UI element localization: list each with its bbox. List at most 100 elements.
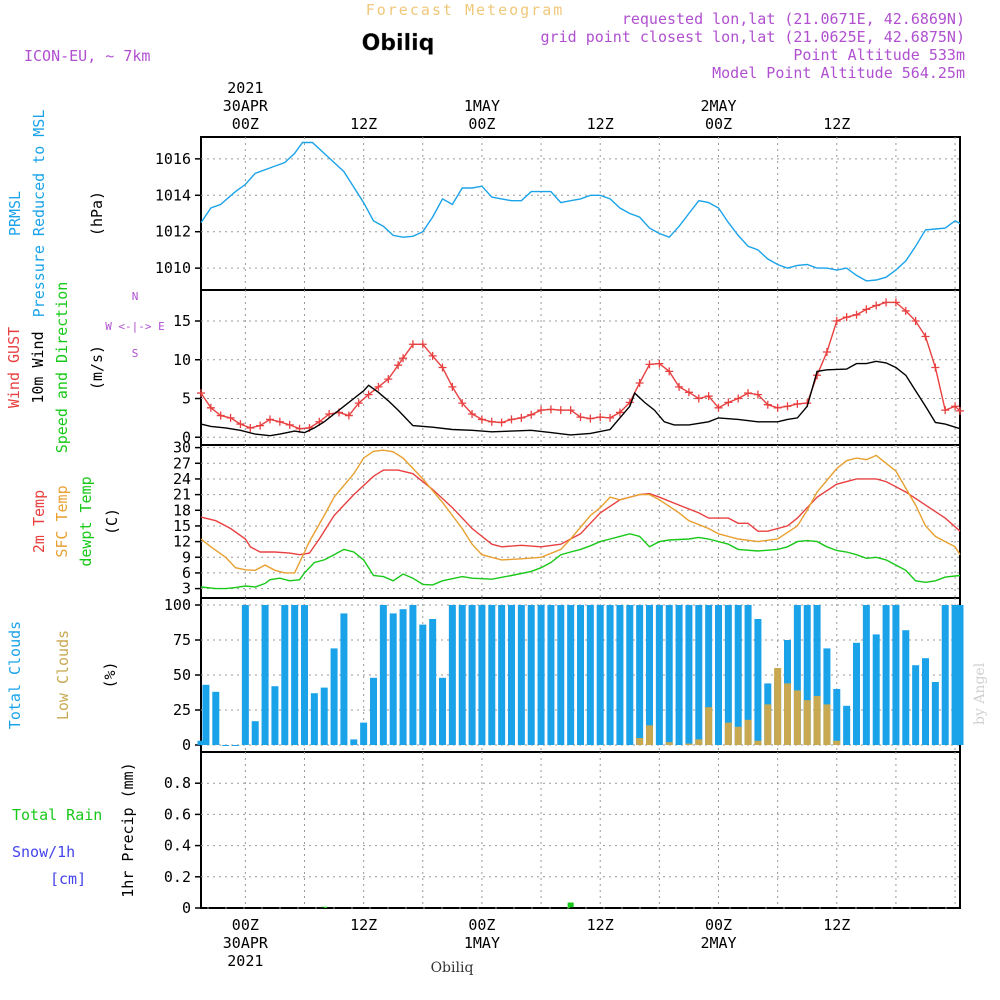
gust-marker: [477, 415, 486, 424]
gust-marker: [684, 388, 693, 397]
time-label-top: 12Z: [587, 115, 614, 133]
gust-marker: [399, 354, 408, 363]
credit-watermark: by Angel: [972, 662, 988, 725]
gust-marker: [344, 411, 353, 420]
data-bar: [655, 605, 663, 745]
data-bar: [813, 696, 821, 745]
data-bar: [695, 739, 703, 745]
ytick-label: 15: [173, 517, 191, 535]
gust-marker: [586, 414, 595, 423]
data-bar: [813, 605, 821, 745]
gust-marker: [418, 340, 427, 349]
data-bar: [705, 605, 713, 745]
data-bar: [724, 722, 732, 745]
ytick-label: 18: [173, 501, 191, 519]
time-label-bottom: 2MAY: [700, 934, 736, 952]
data-bar: [370, 677, 377, 745]
precip-frame: [200, 751, 961, 909]
gust-marker: [197, 389, 205, 398]
data-bar: [754, 619, 762, 745]
ytick-label: 1014: [155, 186, 191, 204]
gust-marker: [783, 402, 792, 411]
data-bar: [833, 740, 841, 745]
compass-north: N: [132, 290, 139, 303]
gust-marker: [606, 413, 615, 422]
data-bar: [468, 605, 476, 745]
data-bar: [409, 605, 417, 745]
data-bar: [310, 693, 318, 745]
gust-marker: [694, 394, 703, 403]
series-line: [200, 449, 961, 574]
data-bar: [665, 605, 673, 745]
gust-marker: [226, 413, 235, 422]
yaxis-label: Speed and Direction: [53, 282, 71, 454]
data-bar: [429, 619, 437, 745]
ytick-label: 1016: [155, 150, 191, 168]
data-bar: [803, 700, 811, 745]
ytick-label: 12: [173, 533, 191, 551]
ytick-label: 10: [173, 351, 191, 369]
ytick-label: 100: [164, 596, 191, 614]
yaxis-label: SFC Temp: [53, 485, 71, 557]
chart-title: Forecast Meteogram: [366, 1, 565, 19]
ytick-label: 0: [182, 736, 191, 754]
ytick-label: 50: [173, 666, 191, 684]
gust-marker: [236, 420, 245, 429]
data-bar: [695, 605, 703, 745]
pressure-frame: [200, 136, 961, 291]
time-label-top: 12Z: [350, 115, 377, 133]
precip-legend-label: Snow/1h: [12, 843, 75, 861]
data-bar: [301, 605, 308, 745]
data-bar: [448, 605, 456, 745]
gust-marker: [364, 390, 373, 399]
panel-wind: 0 5 10 15 Wind GUST 10m Wind Speed and Directi…: [5, 282, 964, 454]
gust-marker: [428, 351, 437, 360]
gust-marker: [497, 418, 506, 427]
data-bar: [705, 707, 713, 745]
data-bar: [862, 605, 870, 745]
ytick-label: 0.2: [164, 868, 191, 886]
time-label-top: 1MAY: [464, 97, 500, 115]
gust-marker: [921, 332, 930, 341]
ytick-label: 9: [182, 548, 191, 566]
data-bar: [872, 634, 880, 745]
data-bar: [537, 605, 545, 745]
data-bar: [241, 605, 249, 745]
data-bar: [547, 605, 555, 745]
data-bar: [922, 658, 929, 745]
series-line: [200, 360, 961, 437]
gust-marker: [645, 360, 654, 369]
gust-marker: [911, 317, 920, 325]
time-label-top: 00Z: [705, 115, 732, 133]
data-bar: [330, 648, 338, 745]
data-bar: [744, 719, 752, 745]
data-bar: [734, 726, 742, 745]
requested-coords: requested lon,lat (21.0671E, 42.6869N): [622, 10, 965, 28]
time-label-bottom: 12Z: [823, 916, 850, 934]
grid-point-coords: grid point closest lon,lat (21.0625E, 42…: [541, 28, 965, 46]
ytick-label: 0: [182, 428, 191, 446]
yaxis-label: Total Clouds: [6, 621, 24, 729]
time-label-bottom: 12Z: [587, 916, 614, 934]
data-bar: [665, 742, 673, 745]
data-bar: [956, 605, 964, 745]
data-bar: [596, 605, 604, 745]
data-bar: [567, 605, 575, 745]
data-bar: [508, 605, 515, 745]
ytick-label: 0: [182, 899, 191, 917]
data-bar: [222, 745, 230, 746]
data-bar: [912, 665, 920, 745]
data-bar: [636, 605, 644, 745]
ytick-label: 27: [173, 454, 191, 472]
gust-marker: [556, 406, 565, 415]
precip-legend-label: [cm]: [50, 870, 86, 888]
data-bar: [389, 613, 397, 745]
gust-marker: [901, 306, 910, 315]
data-bar: [774, 668, 782, 745]
gust-marker: [615, 408, 624, 417]
data-bar: [793, 605, 801, 745]
precip-axis-title: 1hr Precip (mm): [119, 762, 137, 897]
